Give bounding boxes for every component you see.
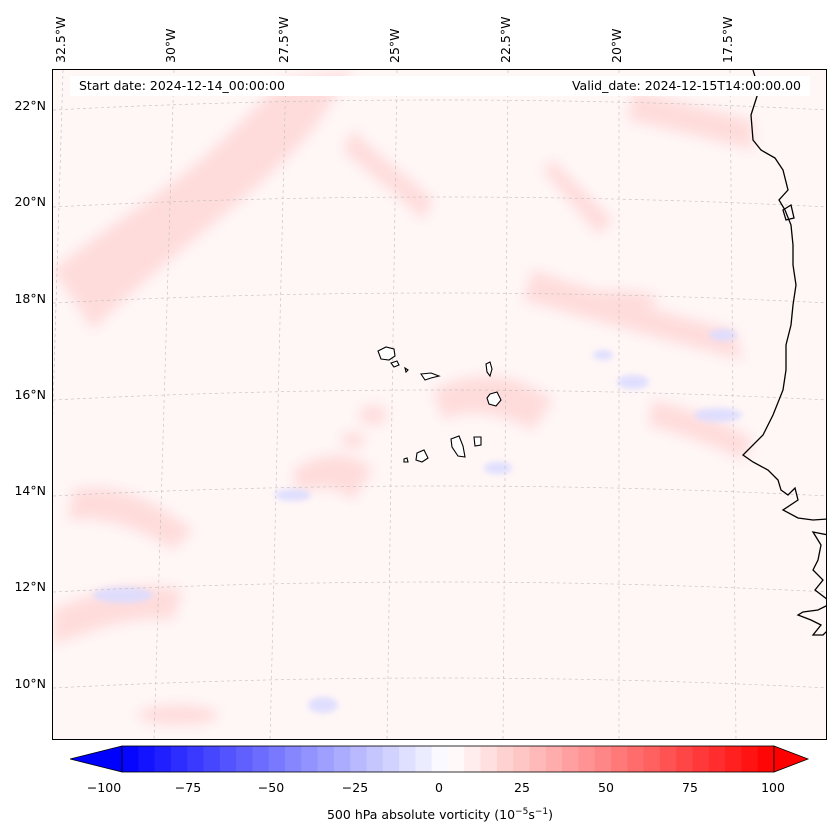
colorbar-step <box>513 746 530 772</box>
colorbar-extend-high <box>773 745 810 773</box>
colorbar-step <box>594 746 612 772</box>
colorbar-step <box>545 746 563 772</box>
colorbar-step <box>301 746 319 772</box>
colorbar-step <box>725 746 742 772</box>
colorbar-step <box>170 746 188 772</box>
lat-label-22n: 22°N <box>14 98 46 113</box>
colorbar-steps <box>122 746 775 772</box>
lon-label-22-5w: 22.5°W <box>498 16 513 63</box>
colorbar-step <box>627 746 645 772</box>
lon-label-30w: 30°W <box>163 28 178 63</box>
vorticity-positive-patches <box>53 70 753 725</box>
colorbar-step <box>741 746 759 772</box>
start-date-label: Start date: 2024-12-14_00:00:00 <box>79 78 285 93</box>
lat-label-20n: 20°N <box>14 194 46 209</box>
colorbar-step <box>562 746 579 772</box>
colorbar-step <box>268 746 286 772</box>
colorbar-tick: 25 <box>514 780 530 795</box>
colorbar-step <box>366 746 384 772</box>
cape-verde-islands <box>377 346 502 463</box>
colorbar-step <box>578 746 596 772</box>
colorbar-tick: −100 <box>86 780 122 795</box>
colorbar-tick: −25 <box>341 780 369 795</box>
colorbar-step <box>415 746 433 772</box>
lat-label-14n: 14°N <box>14 483 46 498</box>
colorbar-step <box>464 746 482 772</box>
colorbar-tick: −75 <box>174 780 202 795</box>
colorbar-step <box>757 746 775 772</box>
graticule <box>53 70 826 739</box>
colorbar-step <box>611 746 628 772</box>
colorbar-step <box>399 746 416 772</box>
colorbar-step <box>203 746 221 772</box>
colorbar-step <box>252 746 270 772</box>
colorbar <box>70 745 810 773</box>
colorbar-step <box>496 746 514 772</box>
colorbar-step <box>285 746 302 772</box>
info-bar: Start date: 2024-12-14_00:00:00 Valid_da… <box>70 76 810 96</box>
colorbar-step <box>659 746 677 772</box>
colorbar-step <box>431 746 449 772</box>
lat-label-10n: 10°N <box>14 676 46 691</box>
lon-label-27-5w: 27.5°W <box>276 16 291 63</box>
colorbar-step <box>382 746 400 772</box>
valid-date-label: Valid_date: 2024-12-15T14:00:00.00 <box>571 78 801 93</box>
colorbar-tick: 50 <box>598 780 614 795</box>
colorbar-step <box>448 746 465 772</box>
colorbar-step <box>138 746 156 772</box>
colorbar-step <box>333 746 351 772</box>
lon-label-25w: 25°W <box>387 28 402 63</box>
colorbar-step <box>643 746 661 772</box>
lon-label-20w: 20°W <box>609 28 624 63</box>
colorbar-step <box>187 746 204 772</box>
lat-label-18n: 18°N <box>14 291 46 306</box>
vorticity-field <box>53 70 826 739</box>
colorbar-step <box>236 746 253 772</box>
colorbar-step <box>317 746 335 772</box>
colorbar-extend-low <box>70 745 123 773</box>
vorticity-negative-patches <box>93 329 742 713</box>
lat-label-12n: 12°N <box>14 579 46 594</box>
west-africa-coastline <box>741 70 826 636</box>
colorbar-step <box>480 746 498 772</box>
lon-label-32-5w: 32.5°W <box>53 16 68 63</box>
colorbar-step <box>692 746 710 772</box>
colorbar-label: 500 hPa absolute vorticity (10−5s−1) <box>326 807 553 823</box>
colorbar-step <box>219 746 237 772</box>
lat-label-16n: 16°N <box>14 387 46 402</box>
colorbar-step <box>529 746 547 772</box>
colorbar-tick: 100 <box>761 780 785 795</box>
map-panel <box>52 69 827 740</box>
colorbar-tick: −50 <box>257 780 285 795</box>
colorbar-step <box>122 746 139 772</box>
colorbar-tick: 75 <box>682 780 698 795</box>
colorbar-tick: 0 <box>435 780 443 795</box>
colorbar-step <box>676 746 693 772</box>
lon-label-17-5w: 17.5°W <box>720 16 735 63</box>
colorbar-step <box>350 746 367 772</box>
colorbar-step <box>708 746 726 772</box>
colorbar-step <box>154 746 172 772</box>
